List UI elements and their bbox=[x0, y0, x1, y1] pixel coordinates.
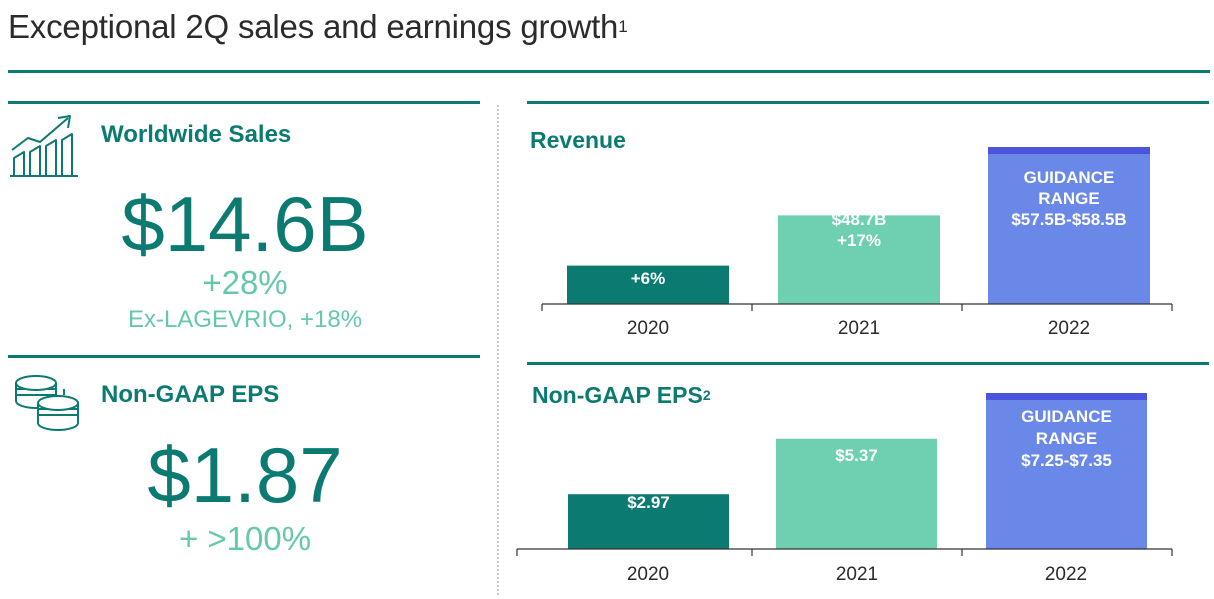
data-label: +6% bbox=[631, 269, 666, 288]
eps-kpi-label: Non-GAAP EPS bbox=[101, 381, 280, 408]
x-tick-label: 2021 bbox=[836, 564, 878, 585]
revenue-chart-title: Revenue bbox=[530, 127, 626, 154]
data-label: RANGE bbox=[1036, 429, 1097, 448]
x-tick-label: 2020 bbox=[627, 318, 669, 339]
data-label: $5.37 bbox=[835, 446, 878, 465]
eps-title-footnote: 2 bbox=[702, 387, 711, 403]
eps-kpi-value: $1.87 bbox=[147, 431, 343, 519]
guidance-range-band bbox=[988, 147, 1150, 154]
page-title: Exceptional 2Q sales and earnings growth… bbox=[8, 8, 628, 46]
title-footnote: 1 bbox=[618, 17, 628, 36]
bar-chart-growth-icon bbox=[10, 115, 78, 177]
x-tick-label: 2022 bbox=[1048, 318, 1090, 339]
eps-chart-title-text: Non-GAAP EPS bbox=[532, 382, 703, 408]
x-tick-label: 2022 bbox=[1045, 564, 1087, 585]
data-label: +17% bbox=[837, 231, 881, 250]
data-label: $41.5B bbox=[621, 248, 676, 267]
guidance-range-band bbox=[986, 393, 1147, 400]
sales-kpi-value: $14.6B bbox=[121, 180, 369, 268]
x-tick-label: 2020 bbox=[627, 564, 669, 585]
data-label: $2.97 bbox=[627, 493, 670, 512]
data-label: GUIDANCE bbox=[1021, 407, 1112, 426]
coin-stack-icon bbox=[15, 375, 79, 431]
left-mid-rule bbox=[8, 355, 480, 358]
left-top-rule bbox=[8, 101, 480, 104]
right-mid-rule bbox=[527, 362, 1209, 365]
bar-2020 bbox=[568, 494, 729, 549]
column-divider bbox=[497, 105, 499, 595]
eps-kpi-growth: + >100% bbox=[178, 520, 312, 557]
right-top-rule bbox=[527, 101, 1209, 104]
header-rule bbox=[8, 70, 1210, 73]
data-label: $57.5B-$58.5B bbox=[1011, 210, 1126, 229]
sales-kpi-growth: +28% bbox=[202, 264, 288, 301]
eps-chart-title: Non-GAAP EPS2 bbox=[532, 382, 711, 409]
bar-2022 bbox=[986, 393, 1147, 549]
bar-2020 bbox=[567, 265, 729, 304]
data-label: RANGE bbox=[1038, 189, 1099, 208]
bar-2021 bbox=[778, 215, 940, 304]
bar-2022 bbox=[988, 147, 1150, 304]
bar-2021 bbox=[776, 438, 937, 549]
page-title-text: Exceptional 2Q sales and earnings growth bbox=[8, 8, 619, 45]
sales-kpi-note: Ex-LAGEVRIO, +18% bbox=[127, 306, 363, 333]
sales-kpi-label: Worldwide Sales bbox=[101, 121, 292, 148]
data-label: $7.25-$7.35 bbox=[1021, 451, 1112, 470]
data-label: GUIDANCE bbox=[1024, 168, 1115, 187]
x-tick-label: 2021 bbox=[838, 318, 880, 339]
data-label: $48.7B bbox=[832, 210, 887, 229]
revenue-chart-title-text: Revenue bbox=[530, 127, 626, 153]
